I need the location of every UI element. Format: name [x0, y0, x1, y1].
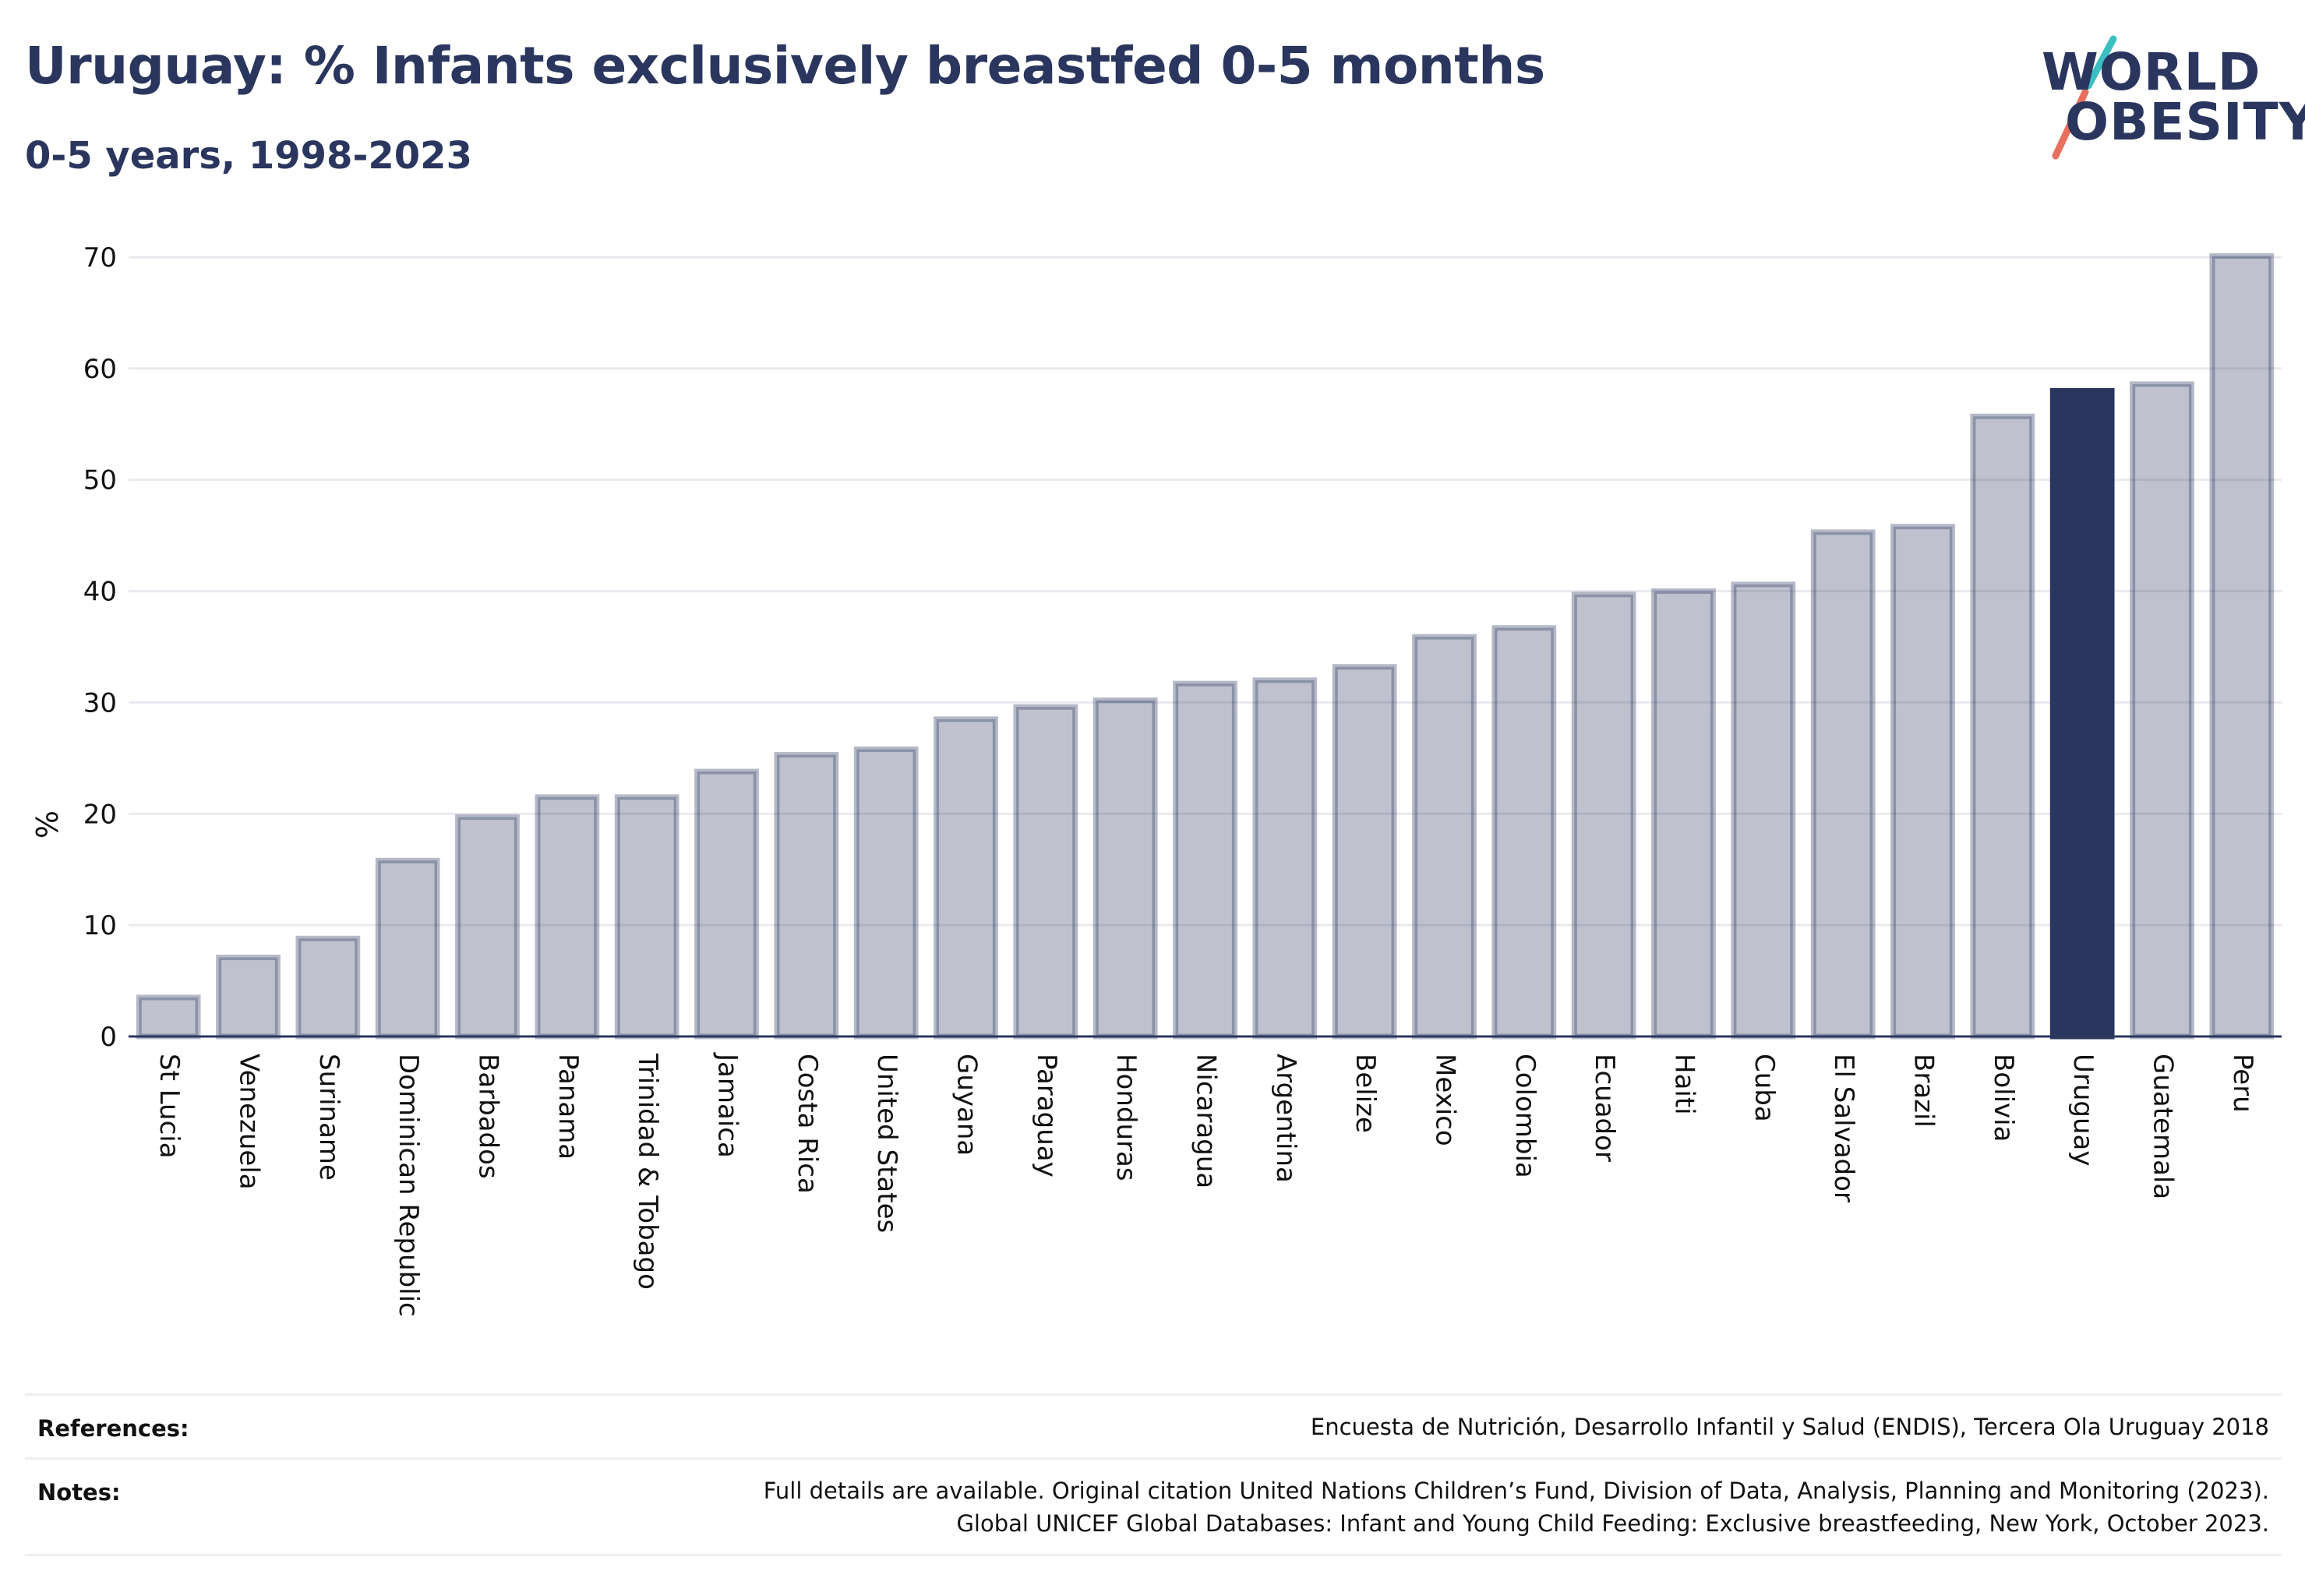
- bar-suriname: [295, 935, 361, 1040]
- x-tick-label: Honduras: [1110, 1054, 1142, 1181]
- bar-paraguay: [1013, 704, 1078, 1040]
- bar-chart: 0 10 20 30 40 50 60 70 St Lucia Venezuela Surinam…: [29, 242, 2282, 1317]
- bar-honduras: [1092, 697, 1158, 1040]
- bar-costa-rica: [774, 752, 839, 1040]
- y-tick-label: 10: [83, 910, 117, 941]
- bar-guyana: [934, 716, 998, 1040]
- notes-label: Notes:: [37, 1479, 121, 1506]
- x-tick-label: St Lucia: [154, 1054, 185, 1159]
- y-axis-ticks: 0 10 20 30 40 50 60 70: [83, 242, 117, 1053]
- notes-text: Full details are available. Original cit…: [764, 1474, 2269, 1540]
- footer-divider-bottom: [25, 1554, 2282, 1556]
- x-tick-label: United States: [871, 1054, 902, 1233]
- x-tick-label: Trinidad & Tobago: [632, 1053, 663, 1290]
- x-tick-label: Peru: [2227, 1054, 2258, 1113]
- bar-brazil: [1890, 524, 1955, 1040]
- footer-divider-middle: [25, 1457, 2282, 1460]
- x-tick-label: El Salvador: [1828, 1054, 1859, 1202]
- x-tick-label: Jamaica: [712, 1052, 743, 1158]
- x-tick-label: Guyana: [951, 1054, 983, 1156]
- bar-ecuador: [1571, 591, 1636, 1040]
- footer-divider-top: [25, 1393, 2282, 1396]
- bar-el-salvador: [1810, 529, 1876, 1040]
- bar-trinidad-tobago: [614, 794, 679, 1040]
- y-tick-label: 0: [100, 1022, 117, 1053]
- bar-peru: [2209, 253, 2275, 1040]
- bar-bolivia: [1970, 413, 2035, 1040]
- bar-mexico: [1412, 634, 1477, 1040]
- x-tick-label: Barbados: [473, 1054, 504, 1179]
- x-tick-label: Bolivia: [1988, 1054, 2019, 1142]
- x-tick-label: Venezuela: [234, 1054, 265, 1190]
- x-tick-label: Ecuador: [1589, 1054, 1620, 1162]
- notes-row: Notes: Full details are available. Origi…: [25, 1460, 2282, 1554]
- y-tick-label: 20: [83, 799, 117, 830]
- bar-panama: [535, 794, 600, 1040]
- world-obesity-logo: WORLD OBESITY: [2026, 31, 2305, 171]
- x-tick-label: Guatemala: [2148, 1054, 2179, 1199]
- x-tick-label: Uruguay: [2067, 1054, 2099, 1167]
- bars: [136, 253, 2275, 1040]
- x-tick-label: Haiti: [1669, 1054, 1700, 1115]
- y-tick-label: 30: [83, 687, 117, 719]
- notes-line-2: Global UNICEF Global Databases: Infant a…: [956, 1510, 2269, 1537]
- y-tick-label: 40: [83, 577, 117, 608]
- chart-subtitle: 0-5 years, 1998-2023: [25, 134, 472, 178]
- y-tick-label: 60: [83, 354, 117, 385]
- bar-united-states: [853, 746, 919, 1040]
- x-axis-labels: St Lucia Venezuela Suriname Dominican Repub…: [154, 1052, 2258, 1317]
- x-tick-label: Dominican Republic: [393, 1054, 424, 1317]
- logo-slash-icon: [2052, 35, 2117, 160]
- y-axis-title: %: [29, 810, 63, 839]
- x-tick-label: Belize: [1350, 1054, 1381, 1133]
- x-tick-label: Costa Rica: [792, 1054, 823, 1194]
- bar-venezuela: [216, 955, 281, 1040]
- bar-st-lucia: [136, 994, 201, 1040]
- y-tick-label: 70: [83, 242, 117, 274]
- bar-haiti: [1651, 588, 1716, 1040]
- chart-title: Uruguay: % Infants exclusively breastfed…: [25, 36, 1545, 96]
- bar-cuba: [1731, 581, 1796, 1040]
- bar-jamaica: [694, 768, 759, 1040]
- x-tick-label: Colombia: [1509, 1054, 1541, 1178]
- bar-colombia: [1491, 625, 1557, 1040]
- x-tick-label: Brazil: [1908, 1054, 1940, 1128]
- references-text: Encuesta de Nutrición, Desarrollo Infant…: [1310, 1414, 2269, 1440]
- x-tick-label: Nicaragua: [1191, 1054, 1222, 1188]
- x-tick-label: Suriname: [313, 1054, 344, 1181]
- x-tick-label: Mexico: [1430, 1054, 1461, 1146]
- x-tick-label: Argentina: [1270, 1054, 1301, 1183]
- x-tick-label: Paraguay: [1031, 1054, 1062, 1178]
- logo-line-1: WORLD: [2042, 42, 2261, 102]
- notes-line-1: Full details are available. Original cit…: [763, 1478, 2269, 1504]
- logo-line-2: OBESITY: [2065, 92, 2305, 152]
- y-tick-label: 50: [83, 465, 117, 496]
- bar-nicaragua: [1173, 680, 1237, 1040]
- x-tick-label: Cuba: [1749, 1054, 1780, 1122]
- references-label: References:: [37, 1415, 189, 1442]
- bar-guatemala: [2130, 381, 2194, 1040]
- bar-uruguay: [2049, 387, 2115, 1040]
- bar-belize: [1332, 664, 1397, 1040]
- bar-dominican-republic: [375, 857, 440, 1040]
- references-row: References: Encuesta de Nutrición, Desar…: [25, 1396, 2282, 1459]
- bar-barbados: [455, 814, 520, 1040]
- x-tick-label: Panama: [552, 1054, 584, 1160]
- bar-argentina: [1252, 677, 1318, 1040]
